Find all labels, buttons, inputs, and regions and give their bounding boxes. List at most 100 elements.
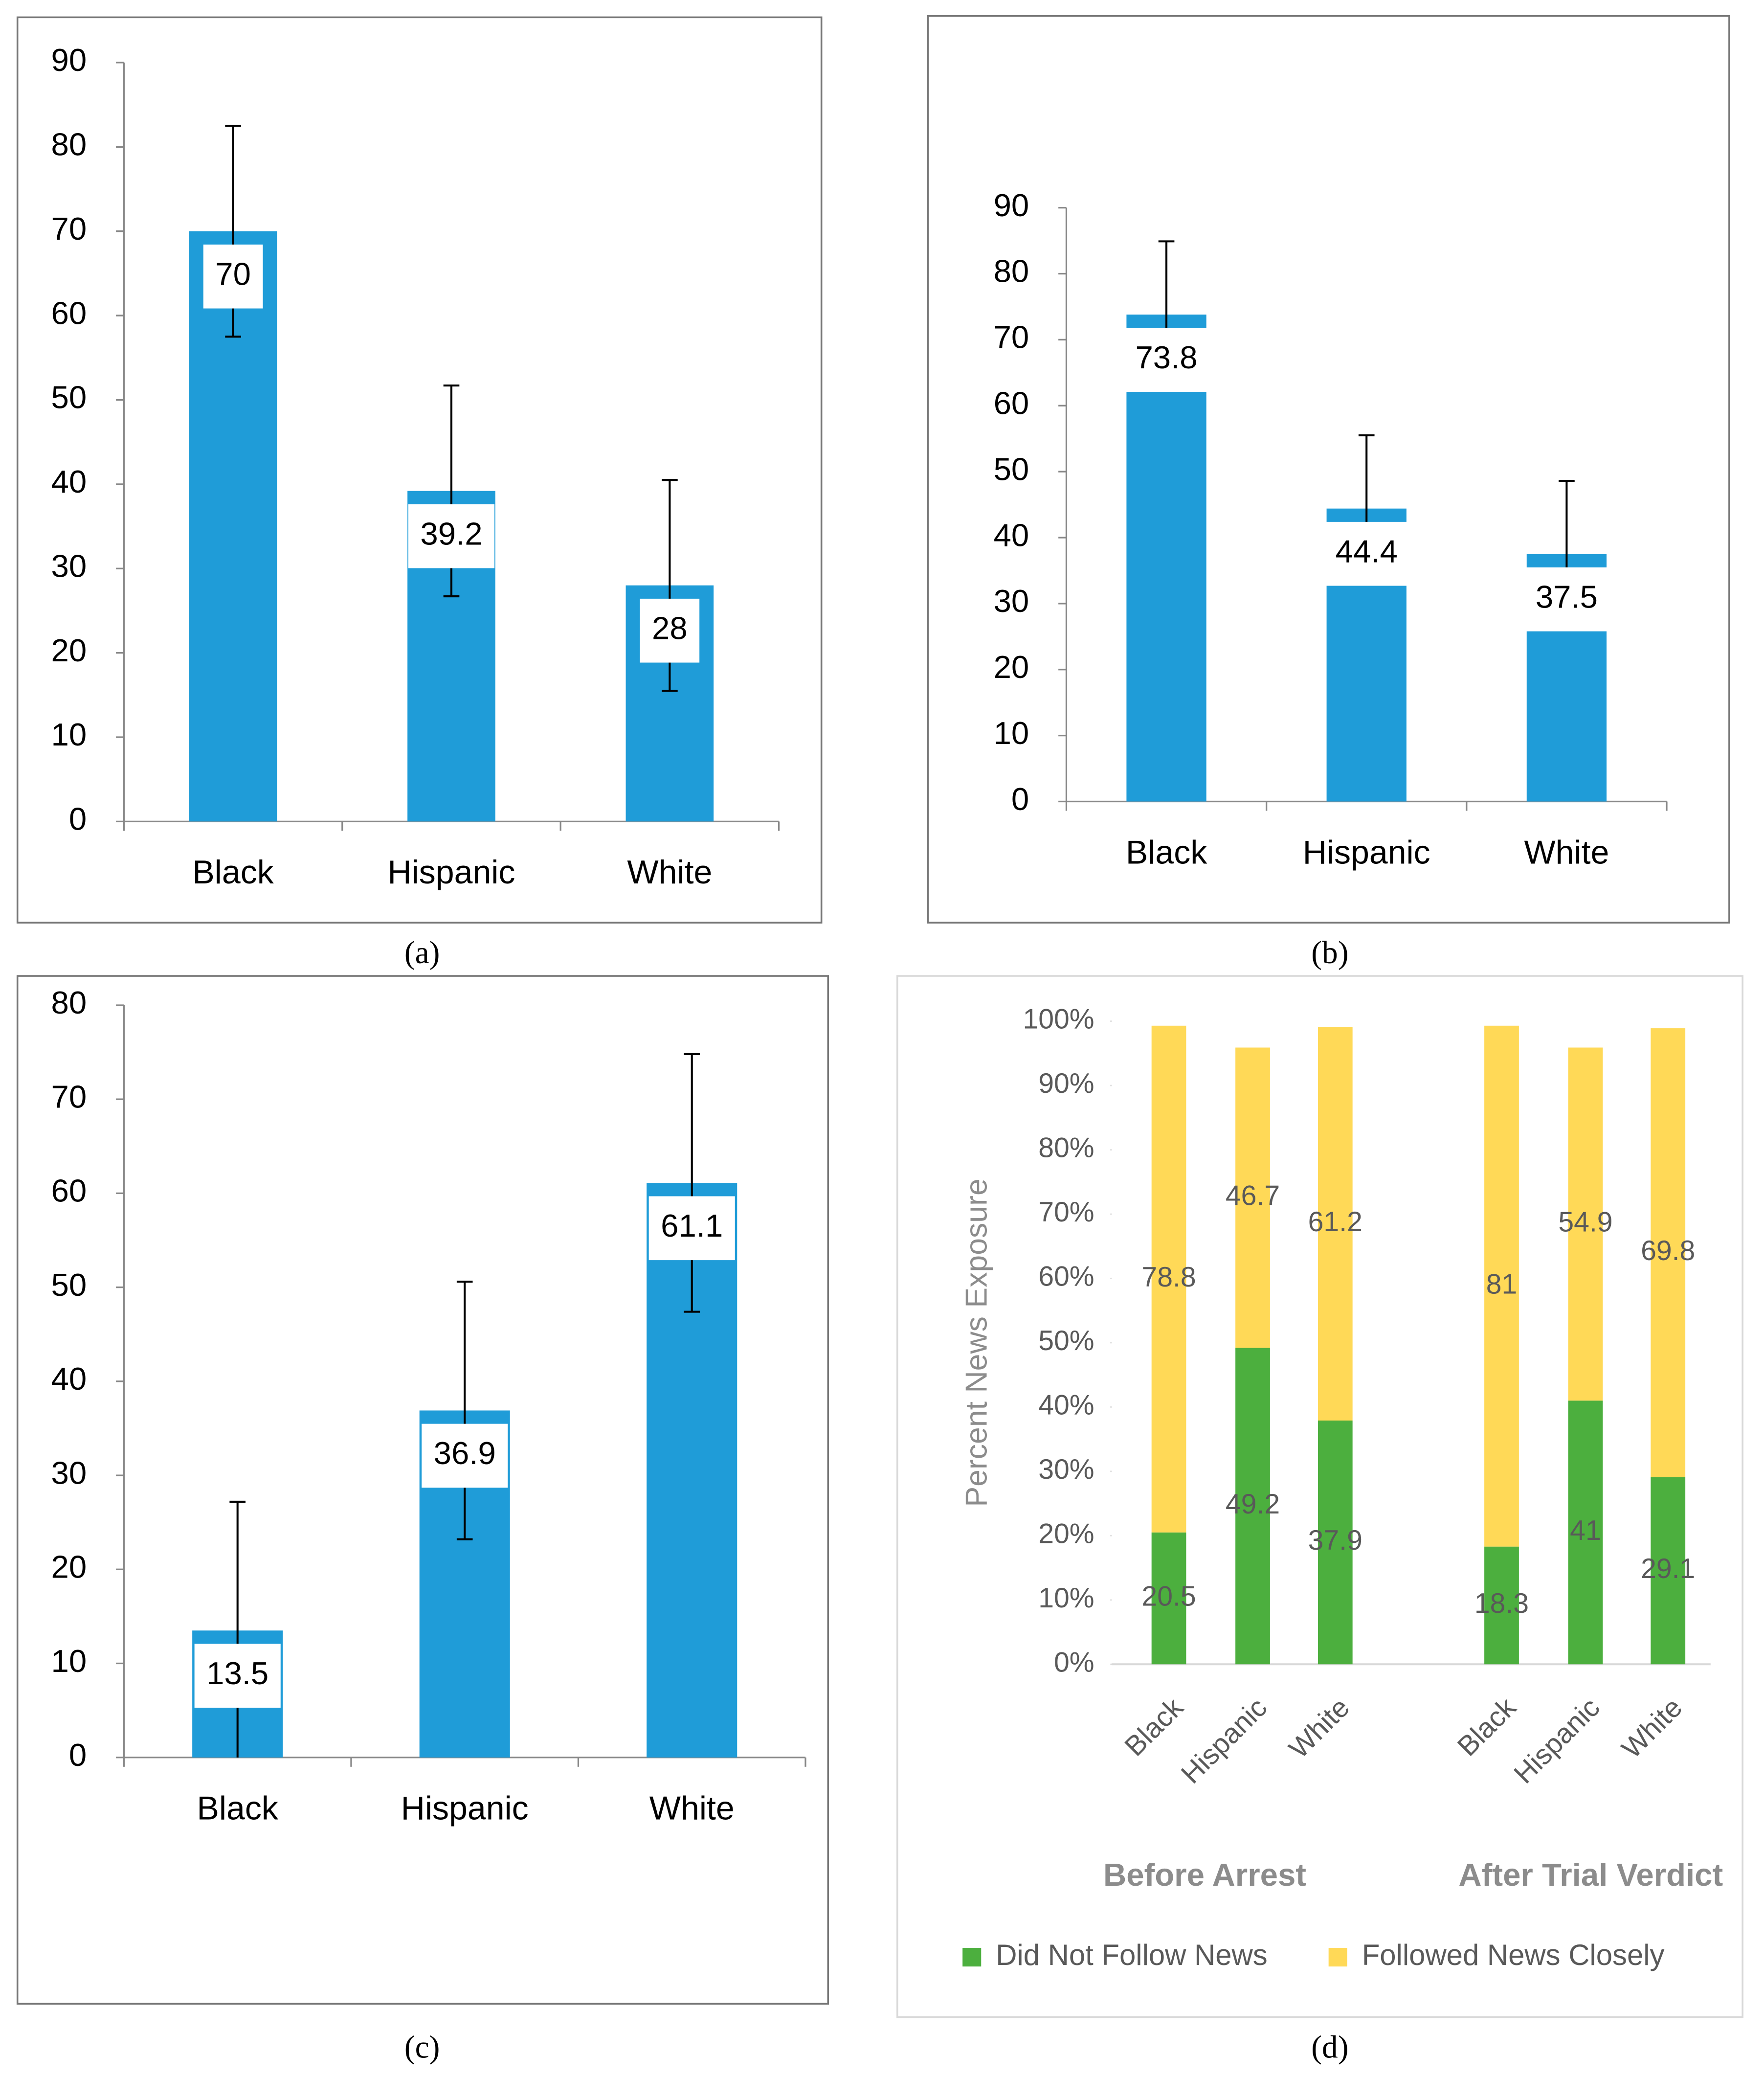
y-tick-label: 40% bbox=[1038, 1389, 1094, 1421]
legend-swatch bbox=[962, 1947, 982, 1967]
x-tick-label: White bbox=[627, 854, 712, 891]
y-tick-label: 0 bbox=[1011, 781, 1029, 817]
y-tick-label: 30 bbox=[51, 548, 87, 584]
x-tick-label: White bbox=[1524, 834, 1609, 871]
y-tick-label: 20 bbox=[994, 649, 1029, 685]
y-tick-label: 70% bbox=[1038, 1197, 1094, 1228]
group-label: After Trial Verdict bbox=[1458, 1857, 1723, 1893]
value-label: 39.2 bbox=[420, 516, 482, 551]
value-label: 29.1 bbox=[1641, 1553, 1695, 1584]
value-label: 28 bbox=[652, 610, 688, 646]
caption: (a) bbox=[404, 935, 440, 971]
y-axis-label: Percent News Exposure bbox=[959, 1178, 993, 1507]
caption: (d) bbox=[1311, 2030, 1348, 2065]
y-tick-label: 30 bbox=[51, 1455, 87, 1490]
bar-segment bbox=[1484, 1025, 1519, 1547]
legend-label: Did Not Follow News bbox=[996, 1939, 1268, 1971]
value-label: 36.9 bbox=[434, 1435, 496, 1471]
value-label: 54.9 bbox=[1558, 1206, 1612, 1238]
y-tick-label: 70 bbox=[994, 319, 1029, 355]
value-label-box bbox=[1524, 567, 1609, 632]
y-tick-label: 90 bbox=[994, 187, 1029, 223]
x-tick-label: Black bbox=[1126, 834, 1207, 871]
x-tick-label: White bbox=[649, 1790, 735, 1827]
y-tick-label: 10 bbox=[51, 717, 87, 752]
legend-swatch bbox=[1328, 1947, 1347, 1967]
y-tick-label: 20 bbox=[51, 1549, 87, 1585]
value-label: 37.9 bbox=[1308, 1525, 1362, 1556]
caption: (c) bbox=[404, 2030, 440, 2065]
value-label: 44.4 bbox=[1336, 533, 1398, 569]
bar-segment bbox=[1151, 1025, 1186, 1533]
value-label-box bbox=[1324, 521, 1409, 586]
y-tick-label: 20% bbox=[1038, 1518, 1094, 1549]
y-tick-label: 70 bbox=[51, 1079, 87, 1114]
bar-segment bbox=[1317, 1027, 1353, 1421]
error-bar bbox=[229, 1500, 246, 1758]
value-label-box bbox=[203, 244, 263, 309]
bar-segment bbox=[1568, 1047, 1603, 1401]
bar-segment bbox=[1484, 1546, 1519, 1665]
y-tick-label: 0% bbox=[1054, 1647, 1094, 1678]
y-tick-label: 80 bbox=[51, 985, 87, 1020]
y-tick-label: 10% bbox=[1038, 1582, 1094, 1614]
bar-segment bbox=[1568, 1400, 1603, 1665]
value-label: 13.5 bbox=[206, 1655, 268, 1691]
bar-segment bbox=[1235, 1348, 1270, 1665]
y-tick-label: 10 bbox=[51, 1643, 87, 1679]
legend-label: Followed News Closely bbox=[1362, 1939, 1665, 1971]
caption: (b) bbox=[1311, 935, 1348, 971]
value-label-box bbox=[194, 1644, 281, 1708]
y-tick-label: 80% bbox=[1038, 1132, 1094, 1164]
bar-segment bbox=[1151, 1532, 1186, 1665]
y-tick-label: 60 bbox=[994, 385, 1029, 421]
value-label: 70 bbox=[215, 256, 251, 292]
value-label: 61.1 bbox=[661, 1208, 723, 1243]
value-label: 37.5 bbox=[1536, 579, 1598, 615]
x-tick-label: Black bbox=[197, 1790, 279, 1827]
bar-segment bbox=[1651, 1028, 1686, 1477]
bar-segment bbox=[1651, 1477, 1686, 1665]
value-label-box bbox=[1123, 328, 1209, 392]
value-label-box bbox=[422, 1423, 508, 1488]
y-tick-label: 40 bbox=[994, 517, 1029, 553]
y-tick-label: 20 bbox=[51, 632, 87, 668]
y-tick-label: 40 bbox=[51, 464, 87, 499]
value-label: 46.7 bbox=[1226, 1180, 1280, 1212]
y-tick-label: 80 bbox=[994, 253, 1029, 289]
y-tick-label: 60 bbox=[51, 1173, 87, 1209]
y-tick-label: 30% bbox=[1038, 1454, 1094, 1485]
y-tick-label: 50% bbox=[1038, 1325, 1094, 1356]
y-tick-label: 100% bbox=[1023, 1004, 1094, 1035]
y-tick-label: 60 bbox=[51, 295, 87, 331]
value-label: 41 bbox=[1570, 1515, 1601, 1546]
y-tick-label: 50 bbox=[51, 1267, 87, 1303]
value-label: 81 bbox=[1486, 1268, 1518, 1300]
value-label: 18.3 bbox=[1474, 1588, 1529, 1619]
bar-segment bbox=[1317, 1421, 1353, 1665]
y-tick-label: 40 bbox=[51, 1361, 87, 1397]
y-tick-label: 50 bbox=[51, 380, 87, 415]
value-label: 20.5 bbox=[1141, 1581, 1196, 1612]
bar-segment bbox=[1235, 1047, 1270, 1348]
value-label: 61.2 bbox=[1308, 1206, 1362, 1238]
y-tick-label: 90% bbox=[1038, 1068, 1094, 1099]
value-label: 78.8 bbox=[1141, 1262, 1196, 1293]
value-label-box bbox=[408, 504, 495, 568]
group-label: Before Arrest bbox=[1103, 1857, 1306, 1893]
y-tick-label: 70 bbox=[51, 211, 87, 247]
bar bbox=[1126, 315, 1206, 802]
value-label-box bbox=[648, 1196, 735, 1261]
y-tick-label: 90 bbox=[51, 42, 87, 78]
y-tick-label: 10 bbox=[994, 715, 1029, 751]
value-label: 69.8 bbox=[1641, 1235, 1695, 1266]
y-tick-label: 60% bbox=[1038, 1261, 1094, 1292]
y-tick-label: 0 bbox=[69, 1737, 87, 1773]
y-tick-label: 80 bbox=[51, 127, 87, 162]
error-bar bbox=[456, 1281, 473, 1540]
value-label: 73.8 bbox=[1135, 339, 1197, 375]
y-tick-label: 0 bbox=[69, 801, 87, 837]
x-tick-label: Hispanic bbox=[388, 854, 515, 891]
